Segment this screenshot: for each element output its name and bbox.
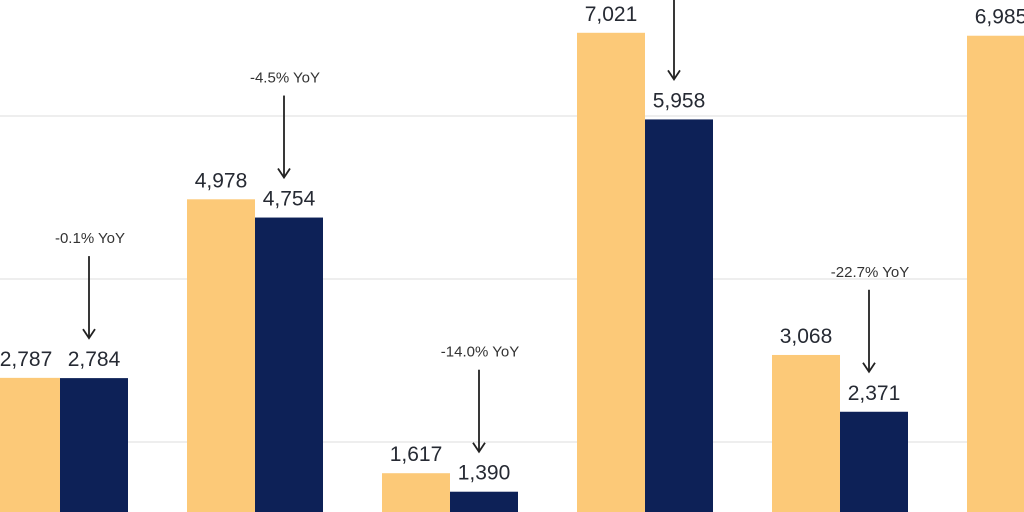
data-label: 2,371 xyxy=(848,382,901,405)
data-label: 7,021 xyxy=(585,3,638,26)
data-label: 2,787 xyxy=(0,348,52,371)
yoy-annotation: -22.7% YoY xyxy=(831,264,909,281)
bar-series-1 xyxy=(772,354,840,512)
bar-series-1 xyxy=(967,35,1024,512)
bar-series-2 xyxy=(255,217,323,512)
data-label: 6,985 xyxy=(975,6,1024,29)
yoy-arrowhead xyxy=(862,362,876,374)
yoy-annotation: -4.5% YoY xyxy=(250,70,320,87)
bar-series-1 xyxy=(187,199,255,512)
bar-series-2 xyxy=(60,378,128,512)
data-label: 4,754 xyxy=(263,188,316,211)
data-label: 5,958 xyxy=(653,89,706,112)
value-labels: 2,787 2,784 4,978 4,754 1,617 1,390 7,021 5,958… xyxy=(0,3,1024,485)
data-label: 1,617 xyxy=(390,443,443,466)
bar-series-1 xyxy=(0,377,60,512)
bars xyxy=(0,32,1024,512)
bar-series-1 xyxy=(382,473,450,512)
yoy-annotation: -14.0% YoY xyxy=(441,344,519,361)
bar-series-2 xyxy=(645,119,713,512)
data-label: 4,978 xyxy=(195,169,248,192)
yoy-arrowhead xyxy=(667,69,681,82)
yoy-arrowhead xyxy=(472,442,486,454)
yoy-arrowhead xyxy=(277,168,291,180)
bar-series-2 xyxy=(450,491,518,512)
data-label: 1,390 xyxy=(458,462,511,485)
data-label: 3,068 xyxy=(780,325,833,348)
yoy-arrowhead xyxy=(82,328,96,340)
bar-series-1 xyxy=(577,32,645,512)
data-label: 2,784 xyxy=(68,348,121,371)
yoy-annotations: -0.1% YoY -4.5% YoY -14.0% YoY -22.7% YoY xyxy=(55,0,909,454)
yoy-annotation: -0.1% YoY xyxy=(55,230,125,247)
bar-series-2 xyxy=(840,411,908,512)
